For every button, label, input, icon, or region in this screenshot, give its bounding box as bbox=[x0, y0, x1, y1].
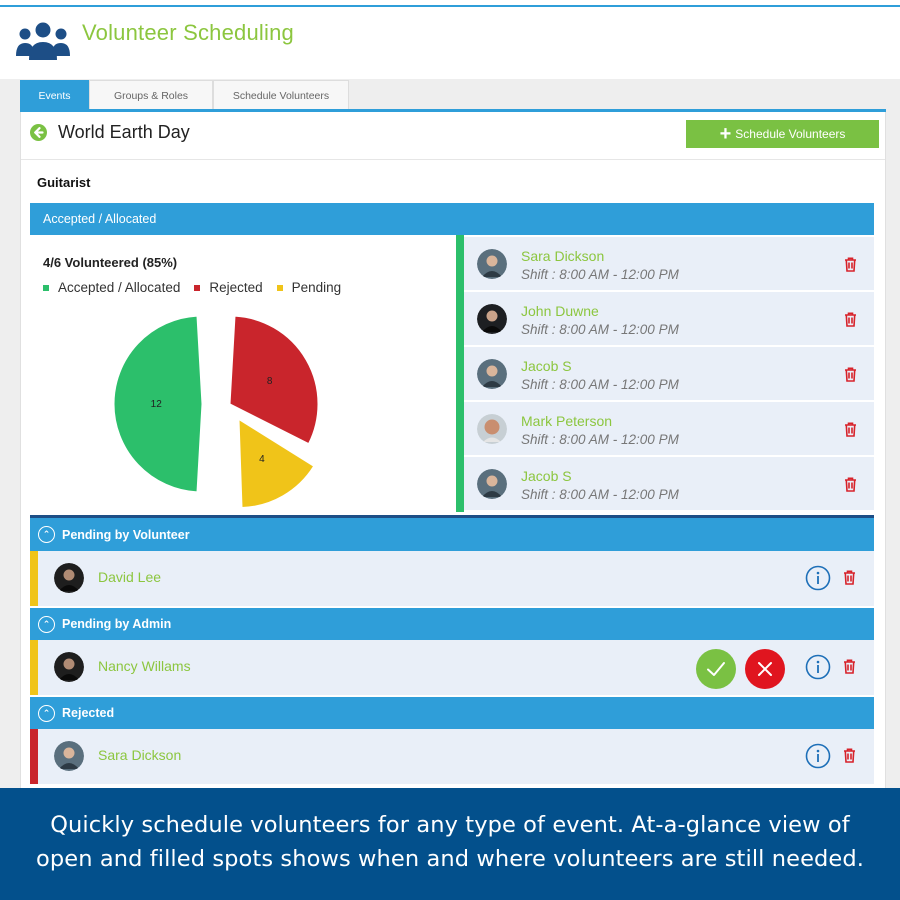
trash-icon[interactable] bbox=[844, 477, 857, 492]
caption-band bbox=[0, 788, 900, 900]
volunteer-row: Sara Dickson Shift : 8:00 AM - 12:00 PM bbox=[464, 237, 874, 290]
avatar bbox=[477, 414, 507, 444]
pie-slice-accepted bbox=[113, 315, 203, 493]
tab-underline bbox=[20, 109, 886, 112]
avatar bbox=[477, 249, 507, 279]
app-header bbox=[0, 7, 900, 79]
pending-volunteer-section-header[interactable]: ⌃ Pending by Volunteer bbox=[30, 518, 874, 551]
volunteer-name[interactable]: David Lee bbox=[98, 569, 162, 585]
volunteer-name[interactable]: Jacob S bbox=[521, 358, 572, 374]
volunteer-name[interactable]: Nancy Willams bbox=[98, 658, 191, 674]
avatar bbox=[54, 563, 84, 593]
trash-icon[interactable] bbox=[843, 659, 856, 674]
avatar bbox=[477, 304, 507, 334]
legend-item-accepted: Accepted / Allocated bbox=[43, 280, 180, 295]
chart-legend: Accepted / Allocated Rejected Pending bbox=[43, 280, 341, 295]
legend-item-rejected: Rejected bbox=[194, 280, 263, 295]
volunteer-row: Mark Peterson Shift : 8:00 AM - 12:00 PM bbox=[464, 402, 874, 455]
plus-icon: + bbox=[719, 123, 732, 145]
volunteer-row: Jacob S Shift : 8:00 AM - 12:00 PM bbox=[464, 457, 874, 510]
volunteered-summary: 4/6 Volunteered (85%) bbox=[43, 255, 178, 270]
trash-icon[interactable] bbox=[844, 312, 857, 327]
pie-value-label: 8 bbox=[267, 376, 273, 387]
pie-value-label: 12 bbox=[151, 399, 163, 410]
legend-label-pending: Pending bbox=[291, 280, 342, 295]
pie-slice-rejected bbox=[229, 315, 319, 445]
approve-button[interactable] bbox=[696, 649, 736, 689]
info-icon[interactable] bbox=[805, 654, 831, 680]
people-group-icon bbox=[16, 22, 70, 60]
accepted-status-stripe bbox=[456, 235, 464, 512]
tab-events[interactable]: Events bbox=[20, 80, 89, 110]
schedule-volunteers-button[interactable]: + Schedule Volunteers bbox=[686, 120, 879, 148]
trash-icon[interactable] bbox=[843, 570, 856, 585]
trash-icon[interactable] bbox=[844, 257, 857, 272]
info-icon[interactable] bbox=[805, 565, 831, 591]
event-title: World Earth Day bbox=[58, 122, 190, 142]
volunteer-shift: Shift : 8:00 AM - 12:00 PM bbox=[521, 377, 679, 392]
legend-label-accepted: Accepted / Allocated bbox=[58, 280, 181, 295]
back-arrow-circle-icon[interactable] bbox=[30, 124, 47, 141]
pending-admin-section-header[interactable]: ⌃ Pending by Admin bbox=[30, 608, 874, 640]
tab-groups-roles[interactable]: Groups & Roles bbox=[89, 80, 213, 110]
reject-button[interactable] bbox=[745, 649, 785, 689]
close-icon bbox=[758, 662, 772, 676]
legend-swatch-rejected bbox=[194, 284, 201, 291]
schedule-volunteers-label: Schedule Volunteers bbox=[735, 127, 846, 141]
legend-label-rejected: Rejected bbox=[209, 280, 263, 295]
legend-swatch-pending bbox=[276, 284, 283, 291]
chevron-up-icon[interactable]: ⌃ bbox=[38, 615, 55, 633]
avatar bbox=[477, 359, 507, 389]
volunteer-name[interactable]: Sara Dickson bbox=[98, 747, 182, 763]
caption-text: Quickly schedule volunteers for any type… bbox=[36, 812, 864, 872]
avatar bbox=[54, 652, 84, 682]
pending-admin-title: Pending by Admin bbox=[62, 617, 172, 631]
rejected-status-stripe bbox=[30, 729, 38, 784]
volunteer-pie-chart: 8 4 12 bbox=[113, 315, 319, 509]
role-title: Guitarist bbox=[37, 175, 91, 190]
volunteer-name[interactable]: Jacob S bbox=[521, 468, 572, 484]
avatar bbox=[477, 469, 507, 499]
list-item: Nancy Willams bbox=[30, 640, 874, 695]
checkmark-icon bbox=[707, 662, 725, 676]
list-item: David Lee bbox=[30, 551, 874, 606]
info-icon[interactable] bbox=[805, 743, 831, 769]
legend-item-pending: Pending bbox=[276, 280, 342, 295]
pending-status-stripe bbox=[30, 551, 38, 606]
list-item: Sara Dickson bbox=[30, 729, 874, 784]
rejected-title: Rejected bbox=[62, 706, 115, 720]
volunteer-shift: Shift : 8:00 AM - 12:00 PM bbox=[521, 322, 679, 337]
pending-volunteer-title: Pending by Volunteer bbox=[62, 527, 190, 542]
top-accent-line bbox=[0, 5, 900, 7]
accepted-section-header: Accepted / Allocated bbox=[30, 203, 874, 235]
pie-slice-pending bbox=[238, 419, 315, 509]
volunteer-name[interactable]: Mark Peterson bbox=[521, 413, 613, 429]
header-divider bbox=[21, 159, 885, 160]
trash-icon[interactable] bbox=[844, 422, 857, 437]
avatar bbox=[54, 741, 84, 771]
volunteer-row: Jacob S Shift : 8:00 AM - 12:00 PM bbox=[464, 347, 874, 400]
legend-swatch-accepted bbox=[43, 284, 49, 291]
trash-icon[interactable] bbox=[843, 748, 856, 763]
tab-bar: Events Groups & Roles Schedule Volunteer… bbox=[20, 80, 349, 110]
trash-icon[interactable] bbox=[844, 367, 857, 382]
pie-value-label: 4 bbox=[259, 454, 265, 465]
volunteer-name[interactable]: John Duwne bbox=[521, 303, 599, 319]
rejected-section-header[interactable]: ⌃ Rejected bbox=[30, 697, 874, 729]
app-title: Volunteer Scheduling bbox=[82, 20, 294, 45]
section-divider bbox=[30, 515, 874, 518]
chevron-up-icon[interactable]: ⌃ bbox=[38, 526, 55, 543]
volunteer-shift: Shift : 8:00 AM - 12:00 PM bbox=[521, 487, 679, 502]
volunteer-name[interactable]: Sara Dickson bbox=[521, 248, 605, 264]
volunteer-shift: Shift : 8:00 AM - 12:00 PM bbox=[521, 432, 679, 447]
chevron-up-icon[interactable]: ⌃ bbox=[38, 704, 55, 722]
pending-status-stripe bbox=[30, 640, 38, 695]
volunteer-shift: Shift : 8:00 AM - 12:00 PM bbox=[521, 267, 679, 282]
volunteer-row: John Duwne Shift : 8:00 AM - 12:00 PM bbox=[464, 292, 874, 345]
tab-schedule-volunteers[interactable]: Schedule Volunteers bbox=[213, 80, 349, 110]
